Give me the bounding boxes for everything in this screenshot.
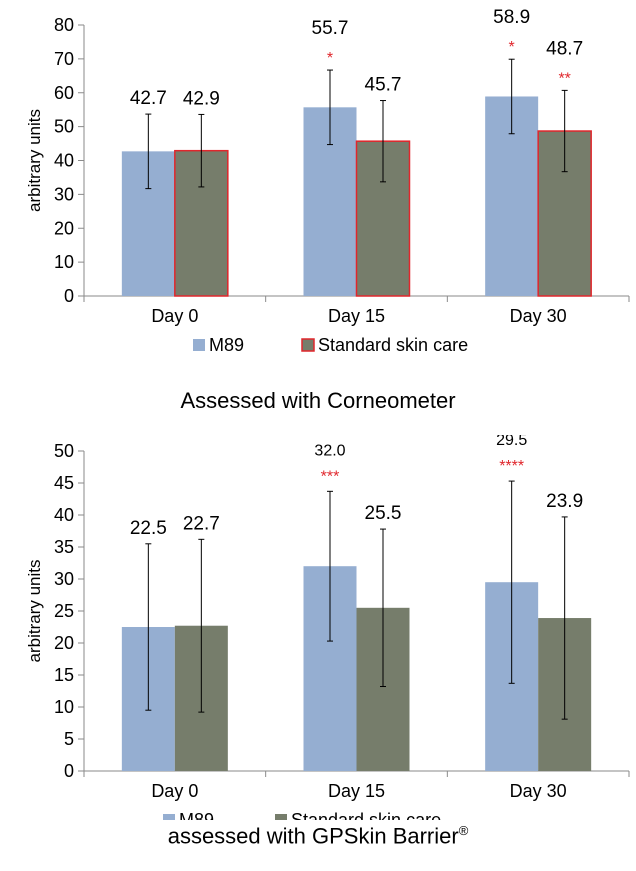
- gpskin-x-tick-label: Day 15: [328, 781, 385, 801]
- corneometer-y-tick-label: 40: [54, 151, 74, 171]
- corneometer-significance-marker: **: [558, 70, 570, 87]
- gpskin-chart: 0 5 10 15 20 25 30 35 40 45 50 arbitrary units Day 0…: [25, 435, 630, 820]
- corneometer-y-tick-label: 60: [54, 83, 74, 103]
- corneometer-y-tick-label: 0: [64, 286, 74, 306]
- corneometer-significance-marker: *: [509, 39, 515, 56]
- gpskin-y-tick-label: 0: [64, 761, 74, 781]
- gpskin-data-label: 22.7: [183, 513, 220, 534]
- gpskin-data-label: 23.9: [546, 491, 583, 512]
- corneometer-y-axis-label: arbitrary units: [25, 109, 44, 212]
- corneometer-data-label: 48.7: [546, 38, 583, 59]
- gpskin-significance-marker: ***: [321, 468, 340, 485]
- gpskin-y-tick-label: 10: [54, 697, 74, 717]
- corneometer-legend-label-m89: M89: [209, 335, 244, 355]
- corneometer-x-tick-label: Day 30: [510, 306, 567, 326]
- corneometer-chart-title-text: Assessed with Corneometer: [180, 388, 456, 413]
- gpskin-data-label: 25.5: [365, 503, 402, 524]
- corneometer-chart-panel: 0 10 20 30 40 50 60 70 80 arbitrary units Day 0 42.…: [0, 0, 636, 435]
- corneometer-chart-title: Assessed with Corneometer: [0, 388, 636, 414]
- gpskin-y-tick-label: 35: [54, 537, 74, 557]
- corneometer-bar-standard-skin-care: [174, 149, 229, 297]
- gpskin-data-label: 32.0: [314, 442, 345, 459]
- gpskin-x-tick-label: Day 30: [510, 781, 567, 801]
- corneometer-legend-swatch-m89: [193, 339, 205, 351]
- corneometer-y-tick-label: 80: [54, 15, 74, 35]
- gpskin-y-tick-label: 25: [54, 601, 74, 621]
- corneometer-data-label: 55.7: [312, 18, 349, 39]
- gpskin-legend-swatch-standard-skin-care: [275, 814, 287, 820]
- corneometer-chart: 0 10 20 30 40 50 60 70 80 arbitrary units Day 0 42.…: [25, 7, 630, 355]
- gpskin-data-label: 29.5: [496, 435, 527, 449]
- corneometer-legend-swatch-standard-skin-care: [301, 338, 315, 352]
- gpskin-x-tick-label: Day 0: [151, 781, 198, 801]
- corneometer-legend-label-standard-skin-care: Standard skin care: [318, 335, 468, 355]
- gpskin-chart-panel: 0 5 10 15 20 25 30 35 40 45 50 arbitrary units Day 0…: [0, 435, 636, 871]
- corneometer-y-tick-label: 10: [54, 252, 74, 272]
- gpskin-y-tick-label: 40: [54, 505, 74, 525]
- corneometer-x-tick-label: Day 15: [328, 306, 385, 326]
- gpskin-y-tick-label: 20: [54, 633, 74, 653]
- gpskin-chart-title: assessed with GPSkin Barrier®: [0, 823, 636, 849]
- gpskin-legend-label-m89: M89: [179, 810, 214, 820]
- corneometer-data-label: 42.9: [183, 88, 220, 109]
- corneometer-y-tick-label: 30: [54, 184, 74, 204]
- corneometer-data-label: 42.7: [130, 88, 167, 109]
- corneometer-significance-marker: *: [327, 50, 333, 67]
- gpskin-data-label: 22.5: [130, 518, 167, 539]
- corneometer-y-tick-label: 70: [54, 49, 74, 69]
- gpskin-y-tick-label: 30: [54, 569, 74, 589]
- gpskin-y-axis-label: arbitrary units: [25, 560, 44, 663]
- gpskin-legend-swatch-m89: [163, 814, 175, 820]
- gpskin-y-tick-label: 50: [54, 441, 74, 461]
- registered-mark: ®: [458, 823, 469, 838]
- gpskin-legend-label-standard-skin-care: Standard skin care: [291, 810, 441, 820]
- gpskin-significance-marker: ****: [499, 458, 524, 475]
- gpskin-y-tick-label: 5: [64, 729, 74, 749]
- gpskin-chart-title-text: assessed with GPSkin Barrier: [167, 823, 459, 849]
- corneometer-y-tick-label: 20: [54, 218, 74, 238]
- corneometer-data-label: 45.7: [365, 75, 402, 96]
- corneometer-x-tick-label: Day 0: [151, 306, 198, 326]
- corneometer-y-tick-label: 50: [54, 117, 74, 137]
- gpskin-y-tick-label: 45: [54, 473, 74, 493]
- gpskin-y-tick-label: 15: [54, 665, 74, 685]
- corneometer-data-label: 58.9: [493, 7, 530, 28]
